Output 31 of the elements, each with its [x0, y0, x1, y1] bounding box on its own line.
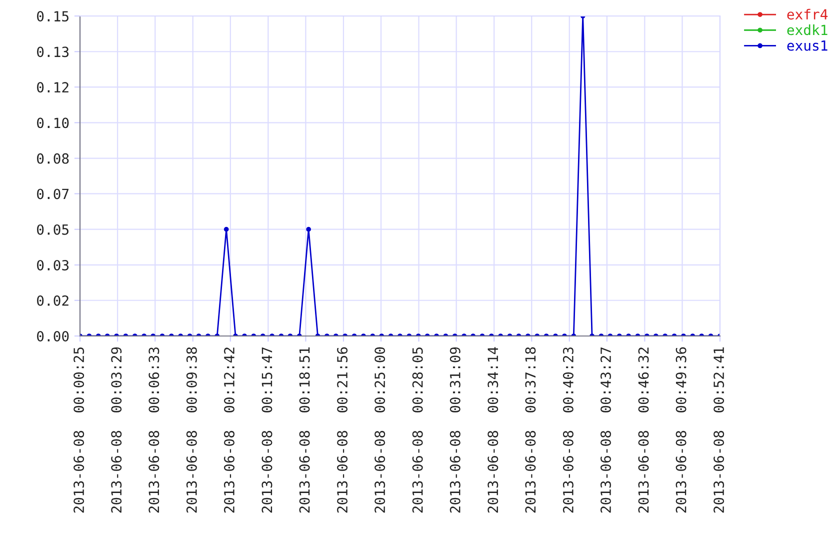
x-tick-label: 2013-06-08 00:49:36 [676, 347, 686, 513]
x-tick-label: 2013-06-08 00:52:41 [714, 347, 724, 513]
legend-label: exfr4 [787, 8, 828, 20]
x-tick-label: 2013-06-08 00:37:18 [525, 347, 536, 513]
x-tick-label: 2013-06-08 00:46:32 [638, 348, 649, 513]
legend-label: exdk1 [787, 24, 828, 36]
x-tick-label: 2013-06-08 00:09:38 [186, 347, 197, 513]
y-tick-label: 0.03 [37, 260, 69, 270]
x-tick-label: 2013-06-08 00:03:29 [111, 347, 122, 513]
y-tick-label: 0.10 [37, 118, 69, 128]
x-tick-label: 2013-06-08 00:40:23 [562, 347, 574, 513]
legend-label: exus1 [787, 40, 828, 51]
x-tick-label: 2013-06-08 00:43:27 [600, 347, 612, 513]
x-tick-label: 2013-06-08 00:31:09 [450, 347, 460, 513]
y-tick-label: 0.12 [37, 82, 68, 93]
y-tick-label: 0.13 [37, 46, 69, 58]
x-tick-label: 2013-06-08 00:25:00 [374, 347, 386, 513]
x-tick-label: 2013-06-08 00:21:56 [337, 347, 348, 513]
y-tick-label: 0.07 [37, 188, 69, 200]
y-tick-label: 0.02 [37, 295, 68, 306]
y-tick-label: 0.00 [37, 331, 69, 342]
x-tick-label: 2013-06-08 00:18:51 [299, 347, 310, 513]
x-tick-label: 2013-06-08 00:15:47 [262, 347, 272, 513]
x-tick-label: 2013-06-08 00:06:33 [148, 347, 160, 513]
x-tick-label: 2013-06-08 00:28:05 [412, 348, 423, 513]
y-tick-label: 0.15 [37, 11, 68, 22]
y-tick-label: 0.05 [37, 224, 68, 235]
x-tick-label: 2013-06-08 00:00:25 [74, 348, 84, 513]
y-tick-label: 0.08 [37, 153, 69, 164]
x-tick-label: 2013-06-08 00:34:14 [488, 347, 498, 513]
x-tick-label: 2013-06-08 00:12:42 [224, 348, 234, 513]
